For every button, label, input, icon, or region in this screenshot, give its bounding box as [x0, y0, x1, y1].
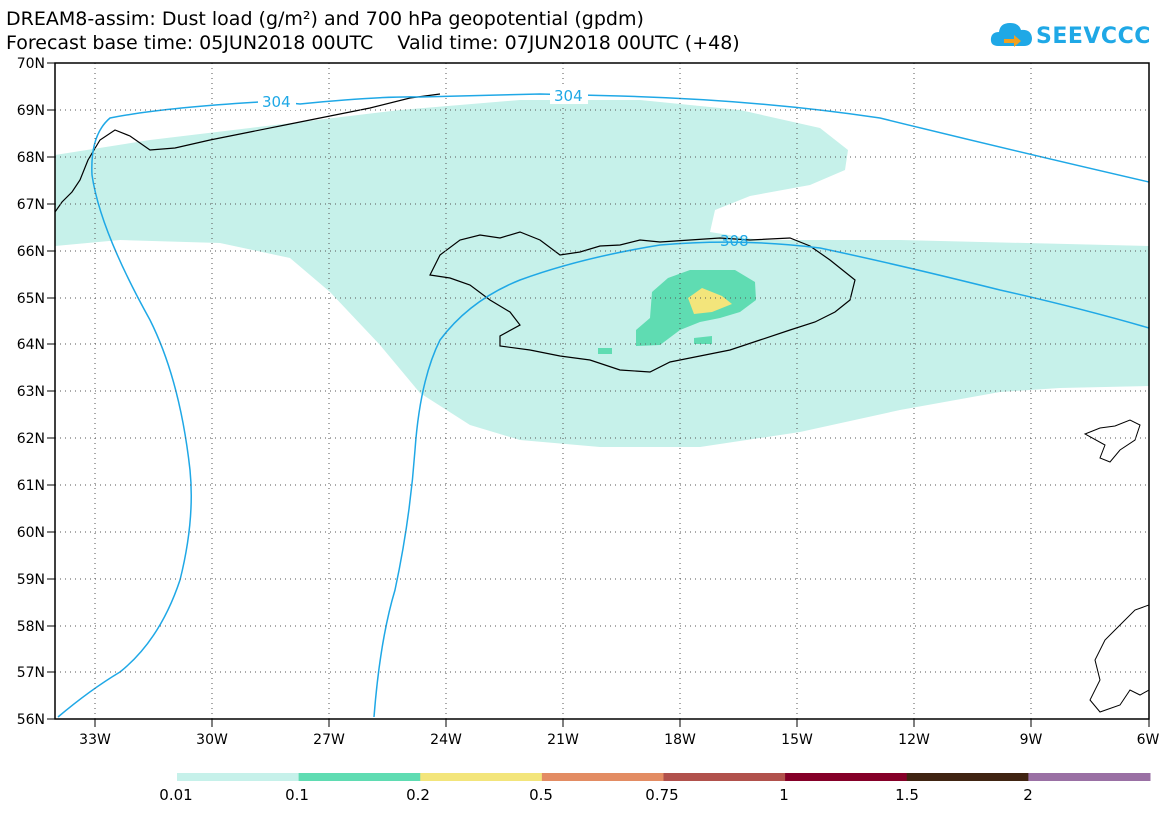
- lon-label: 24W: [430, 732, 462, 748]
- lat-label: 63N: [17, 384, 45, 400]
- dust-area-0-1-small: [598, 348, 612, 354]
- lat-label: 64N: [17, 337, 45, 353]
- colorbar-label: 0.2: [406, 786, 430, 804]
- colorbar-swatch: [1028, 773, 1151, 781]
- colorbar-swatch: [541, 773, 664, 781]
- cloud-icon: [990, 23, 1032, 47]
- colorbar-label: 0.1: [285, 786, 309, 804]
- greenland-coastline: [55, 93, 441, 213]
- contour-line-308: [373, 241, 1149, 718]
- lat-label: 62N: [17, 431, 45, 447]
- faroe-coastline: [1083, 419, 1141, 463]
- contour-label: 304: [262, 93, 291, 111]
- contour-label: 304: [554, 87, 583, 105]
- colorbar-label: 1: [779, 786, 789, 804]
- lat-label: 56N: [17, 712, 45, 728]
- colorbar-swatch: [663, 773, 786, 781]
- logo-text: SEEVCCC: [1036, 24, 1151, 49]
- colorbar-label: 1.5: [895, 786, 919, 804]
- colorbar-swatch: [785, 773, 908, 781]
- lon-label: 12W: [898, 732, 930, 748]
- lon-label: 30W: [196, 732, 228, 748]
- lon-label: 9W: [1020, 732, 1043, 748]
- lat-label: 68N: [17, 150, 45, 166]
- dust-area-0-2: [688, 288, 732, 314]
- lat-label: 57N: [17, 665, 45, 681]
- colorbar-swatch: [906, 773, 1029, 781]
- lat-label: 70N: [17, 56, 45, 72]
- lat-label: 61N: [17, 478, 45, 494]
- lon-label: 33W: [79, 732, 111, 748]
- lat-label: 67N: [17, 197, 45, 213]
- dust-area-0-1-small: [694, 336, 712, 344]
- colorbar-label: 2: [1023, 786, 1033, 804]
- colorbar-label: 0.75: [645, 786, 679, 804]
- colorbar-swatch: [420, 773, 543, 781]
- lon-label: 18W: [664, 732, 696, 748]
- lat-label: 60N: [17, 525, 45, 541]
- lat-label: 59N: [17, 572, 45, 588]
- lon-label: 21W: [547, 732, 579, 748]
- map-title-line1: DREAM8-assim: Dust load (g/m²) and 700 h…: [6, 8, 644, 30]
- colorbar: [177, 773, 1151, 781]
- colorbar-swatch: [298, 773, 421, 781]
- lat-label: 65N: [17, 291, 45, 307]
- scotland-coastline: [1089, 604, 1149, 713]
- lon-label: 15W: [781, 732, 813, 748]
- dust-area-0-01: [55, 100, 1149, 447]
- lat-label: 66N: [17, 244, 45, 260]
- contour-label: 308: [720, 232, 749, 250]
- lat-label: 58N: [17, 619, 45, 635]
- lat-label: 69N: [17, 103, 45, 119]
- colorbar-label: 0.01: [159, 786, 193, 804]
- map-title-line2: Forecast base time: 05JUN2018 00UTC Vali…: [6, 32, 740, 54]
- colorbar-label: 0.5: [529, 786, 553, 804]
- lon-label: 27W: [313, 732, 345, 748]
- colorbar-swatch: [177, 773, 300, 781]
- seevccc-logo: SEEVCCC: [990, 18, 1150, 60]
- lon-label: 6W: [1137, 732, 1160, 748]
- contour-line-304: [57, 93, 1149, 718]
- axis-ticks: [47, 62, 1150, 727]
- iceland-coastline: [429, 231, 856, 373]
